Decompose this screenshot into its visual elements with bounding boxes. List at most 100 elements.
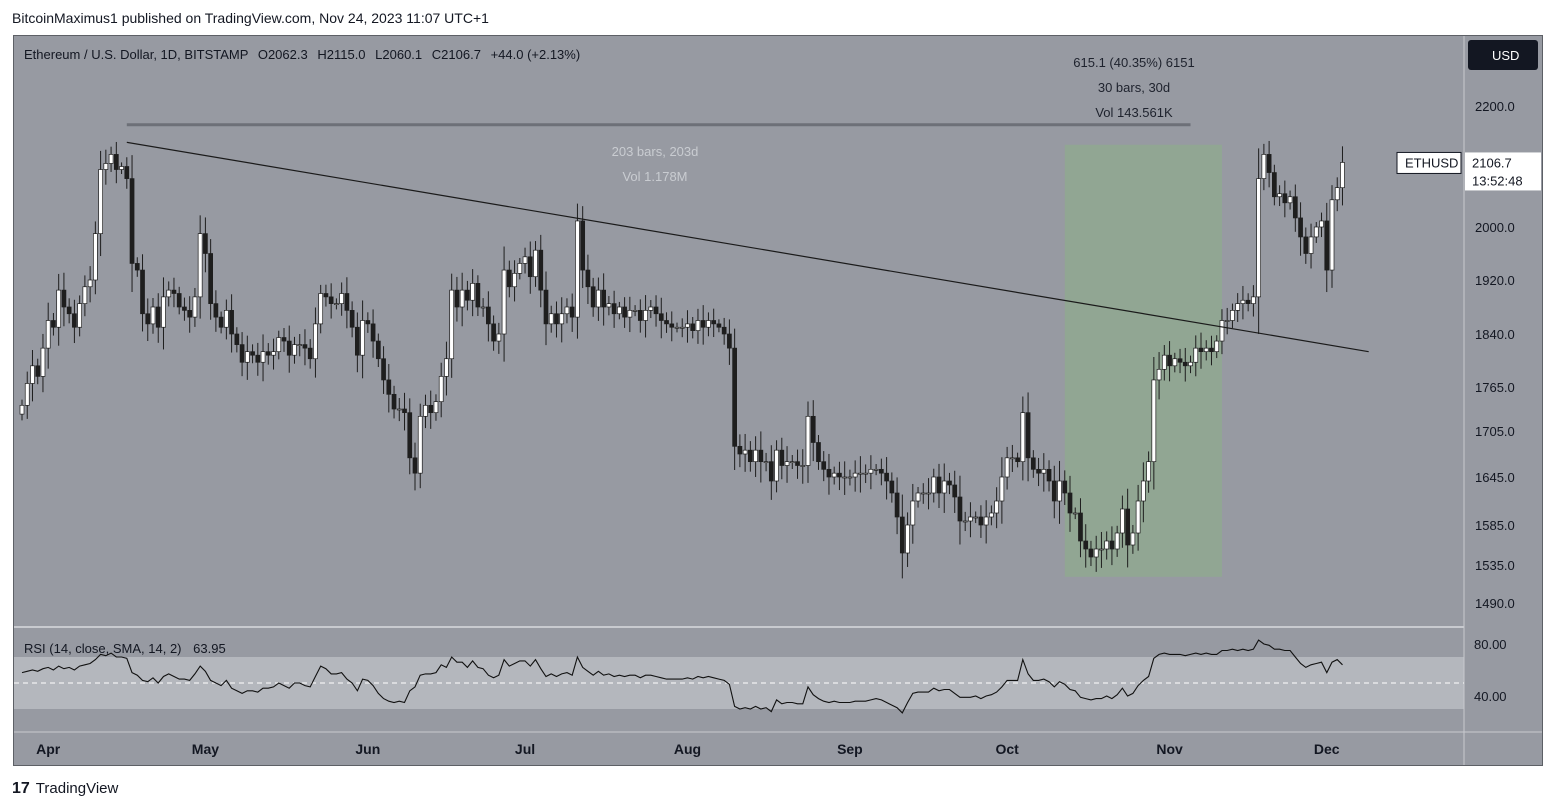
candle-body	[77, 303, 82, 328]
tradingview-brand: TradingView	[35, 780, 119, 797]
candle-body	[920, 492, 926, 495]
rsi-label[interactable]: RSI (14, close, SMA, 14, 2) 63.95	[24, 641, 226, 656]
candle-body	[648, 306, 654, 311]
time-tick: Oct	[995, 741, 1019, 757]
last-price-tag: ETHUSD 2106.7 13:52:48	[1396, 151, 1541, 191]
candle-body	[1093, 548, 1099, 558]
candle-body	[1109, 540, 1115, 550]
candle-body	[727, 333, 732, 349]
candle-body	[313, 323, 318, 360]
candle-body	[679, 326, 685, 329]
tradingview-logo[interactable]: 17 TradingView	[12, 780, 118, 798]
legend-close: 2106.7	[441, 47, 481, 62]
candle-body	[931, 476, 937, 494]
symbol-legend[interactable]: Ethereum / U.S. Dollar, 1D, BITSTAMP O20…	[24, 47, 580, 62]
candle-body	[103, 163, 109, 170]
candle-body	[1298, 217, 1303, 238]
candle-body	[113, 154, 119, 170]
candle-body	[669, 323, 675, 328]
candle-body	[239, 344, 245, 363]
candle-body	[742, 449, 748, 455]
candle-body	[527, 256, 533, 278]
candle-body	[19, 404, 25, 415]
candle-body	[533, 249, 538, 278]
candle-body	[879, 468, 884, 474]
time-tick: Nov	[1156, 741, 1183, 757]
candle-body	[1151, 379, 1157, 463]
candle-body	[685, 323, 690, 328]
candle-body	[627, 310, 633, 318]
price-chart[interactable]: 203 bars, 203d Vol 1.178M 615.1 (40.35%)…	[14, 36, 1542, 765]
candle-body	[344, 293, 350, 311]
descending-trendline[interactable]	[126, 141, 1369, 353]
candle-body	[1329, 199, 1335, 271]
candle-body	[1010, 457, 1015, 460]
candle-body	[1067, 492, 1073, 514]
candle-body	[559, 313, 565, 325]
candle-body	[1083, 540, 1089, 550]
legend-open: 2062.3	[268, 47, 308, 62]
candle-body	[601, 289, 606, 308]
range-measure-change: 615.1 (40.35%) 6151	[1073, 55, 1194, 70]
candle-body	[302, 344, 308, 349]
candle-body	[706, 320, 711, 328]
candle-body	[480, 306, 486, 309]
candle-body	[229, 310, 234, 335]
candle-body	[512, 273, 517, 288]
candle-body	[1046, 468, 1052, 482]
candle-body	[40, 347, 46, 377]
time-tick: Dec	[1314, 741, 1340, 757]
price-tag-symbol-box	[1396, 151, 1462, 174]
candle-body	[423, 404, 428, 417]
rsi-tick-80: 80.00	[1474, 637, 1507, 652]
candle-body	[816, 442, 821, 463]
candle-body	[470, 283, 475, 301]
legend-high-label: H	[317, 47, 326, 62]
candle-body	[632, 310, 638, 312]
candle-body	[784, 461, 790, 466]
candle-body	[1167, 354, 1172, 367]
candle-body	[501, 269, 507, 335]
candle-body	[454, 289, 460, 308]
currency-button[interactable]	[1468, 40, 1538, 70]
candle-body	[716, 323, 722, 328]
candle-body	[1261, 154, 1267, 179]
candle-body	[873, 468, 879, 471]
candle-body	[265, 351, 271, 356]
chart-container[interactable]: 203 bars, 203d Vol 1.178M 615.1 (40.35%)…	[13, 35, 1543, 766]
rsi-tick-40: 40.00	[1474, 689, 1507, 704]
candle-body	[973, 516, 979, 519]
candle-body	[506, 269, 512, 288]
rsi-label-text: RSI (14, close, SMA, 14, 2)	[24, 641, 182, 656]
candle-body	[1203, 347, 1209, 353]
candle-body	[61, 289, 67, 308]
candle-body	[1319, 220, 1324, 228]
candle-body	[989, 512, 994, 518]
candle-body	[564, 306, 570, 315]
candle-body	[768, 461, 774, 482]
candle-body	[1051, 480, 1057, 502]
currency-button-label[interactable]: USD	[1492, 48, 1519, 63]
time-axis[interactable]: Apr May Jun Jul Aug Sep Oct Nov Dec	[36, 741, 1340, 757]
candle-body	[1072, 512, 1078, 515]
price-tick: 1705.0	[1475, 424, 1515, 439]
price-axis[interactable]: 2200.0 2000.0 1920.0 1840.0 1765.0 1705.0 1645…	[1475, 99, 1515, 611]
candle-body	[1015, 457, 1020, 463]
candle-body	[1324, 220, 1330, 271]
candle-body	[161, 296, 166, 328]
candle-body	[1078, 512, 1083, 542]
candle-body	[93, 233, 98, 281]
candle-body	[1193, 347, 1199, 363]
candle-body	[334, 303, 339, 305]
candle-body	[124, 166, 130, 179]
rsi-line	[21, 639, 1343, 714]
price-tick: 1765.0	[1475, 380, 1515, 395]
candle-body	[150, 306, 156, 325]
time-tick: Jul	[515, 741, 535, 757]
candle-body	[108, 154, 114, 164]
candle-body	[82, 286, 88, 304]
candlestick-series	[19, 140, 1345, 579]
candle-body	[1303, 236, 1309, 254]
long-measure-vol: Vol 1.178M	[622, 169, 687, 184]
candle-body	[459, 289, 465, 308]
